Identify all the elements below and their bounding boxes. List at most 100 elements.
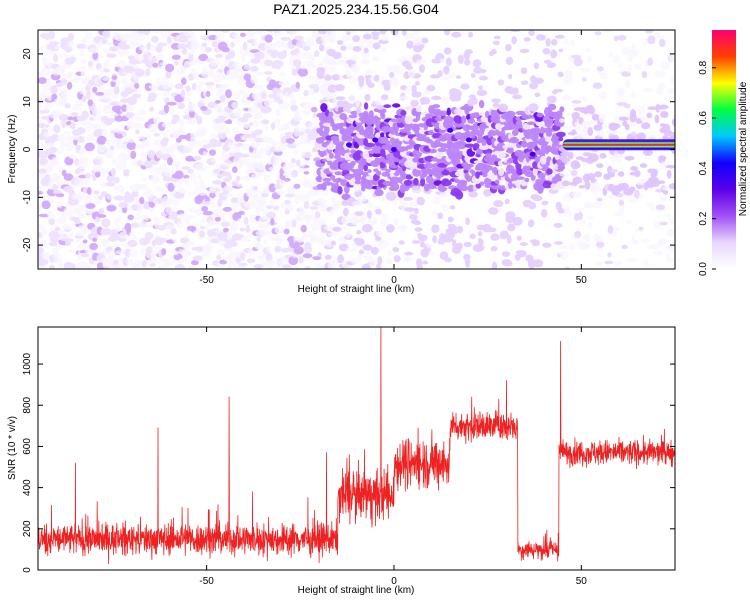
spectrogram-cell (643, 260, 650, 268)
spectrogram-cell (337, 254, 344, 264)
spectrogram-cell (400, 224, 407, 234)
spectrogram-cell (254, 51, 265, 60)
spectrogram-cell (340, 179, 348, 187)
spectrogram-cell (174, 170, 184, 180)
spectrogram-cell (640, 238, 650, 243)
spectrogram-cell (338, 243, 349, 252)
spectrogram-cell (314, 50, 320, 58)
spectrogram-cell (587, 104, 594, 110)
spectrogram-cell (505, 211, 516, 220)
spectrogram-cell (53, 189, 62, 195)
spectrogram-cell (575, 162, 581, 168)
spectrogram-cell (58, 53, 68, 59)
spectrogram-cell (258, 147, 267, 154)
spectrogram-cell (105, 117, 116, 123)
spectrogram-cell (220, 171, 231, 177)
spectrogram-cell (421, 97, 431, 105)
spectrogram-cell (375, 208, 382, 215)
tick-label: -10 (22, 190, 33, 205)
spectrogram-cell (367, 82, 375, 89)
spectrogram-cell (455, 75, 462, 80)
spectrogram-cell (464, 58, 471, 66)
spectrogram-cell (114, 263, 124, 269)
spectrogram-cell (86, 187, 92, 195)
spectrogram-cell (135, 129, 140, 135)
spectrogram-cell (660, 61, 671, 71)
spectrogram-cell (464, 130, 472, 140)
spectrogram-cell (128, 232, 135, 237)
spectrogram-cell (372, 220, 378, 225)
spectrogram-cell (538, 132, 545, 138)
spectrogram-cells (38, 30, 675, 269)
spectrogram-cell (104, 88, 114, 95)
spectrogram-cell (175, 137, 182, 143)
spectrogram-cell (238, 262, 248, 267)
spectrogram-cell (275, 109, 281, 117)
spectrogram-cell (405, 144, 413, 150)
spectrogram-cell (314, 210, 321, 219)
spectrogram-cell (524, 177, 530, 183)
spectrogram-cell (546, 95, 557, 104)
spectrogram-cell (517, 251, 527, 258)
spectrogram-cell (576, 241, 588, 251)
spectrogram-cell (474, 129, 485, 137)
spectrogram-cell (79, 155, 89, 164)
spectrogram-cell (442, 96, 449, 105)
spectrogram-cell (352, 46, 362, 52)
spectrogram-cell (655, 180, 666, 184)
spectrogram-cell (263, 59, 274, 66)
tick-label: 0 (391, 275, 397, 286)
spectrogram-cell (301, 101, 313, 110)
spectrogram-cell (398, 240, 405, 245)
spectrogram-cell (199, 219, 209, 224)
spectrogram-cell (363, 47, 369, 54)
spectrogram-cell (405, 85, 412, 95)
spectrogram-cell (439, 251, 449, 260)
tick-label: 50 (576, 275, 588, 286)
spectrogram-cell (412, 30, 420, 36)
spectrogram-cell (394, 79, 400, 86)
spectrogram-cell (654, 114, 660, 124)
spectrogram-cell (254, 243, 264, 250)
spectrogram-cell (598, 114, 607, 123)
spectrogram-cell (533, 62, 540, 70)
spectrogram-cell (221, 149, 228, 159)
spectrogram-cell (231, 241, 238, 247)
spectrogram-cell (172, 114, 180, 122)
spectrogram-cell (102, 30, 111, 39)
spectrogram-cell (113, 85, 120, 95)
spectrogram-cell (471, 112, 481, 119)
spectrogram-cell (318, 264, 325, 269)
spectrogram-cell (293, 246, 304, 255)
spectrogram-cell (38, 213, 50, 218)
spectrogram-cell (343, 207, 349, 217)
spectrogram-cell (667, 87, 675, 94)
spectrogram-cell (437, 70, 443, 77)
spectrogram-cell (278, 60, 284, 67)
spectrogram-cell (393, 255, 401, 263)
spectrogram-cell (592, 82, 603, 89)
spectrogram-cell (194, 186, 200, 194)
spectrogram-cell (664, 213, 671, 218)
spectrogram-cell (647, 57, 653, 66)
spectrogram-cell (297, 237, 309, 242)
spectrogram-cell (362, 244, 373, 251)
spectrogram-cell (456, 242, 463, 251)
spectrogram-cell (58, 114, 69, 122)
spectrogram-cell (118, 121, 127, 126)
spectrogram-cell (515, 176, 525, 180)
spectrogram-cell (118, 258, 124, 263)
spectrogram-cell (527, 219, 535, 228)
spectrogram-cell (67, 213, 72, 218)
spectrogram-cell (134, 123, 144, 130)
spectrogram-cell (167, 182, 175, 192)
spectrogram-cell (668, 216, 675, 225)
spectrogram-cell (311, 30, 319, 39)
spectrogram-cell (634, 170, 641, 178)
spectrogram-cell (290, 158, 297, 164)
spectrogram-cell (149, 206, 155, 213)
spectrogram-cell (410, 99, 419, 107)
spectrogram-cell (498, 152, 506, 159)
spectrogram-cell (665, 244, 675, 252)
spectrogram-cell (195, 208, 203, 217)
